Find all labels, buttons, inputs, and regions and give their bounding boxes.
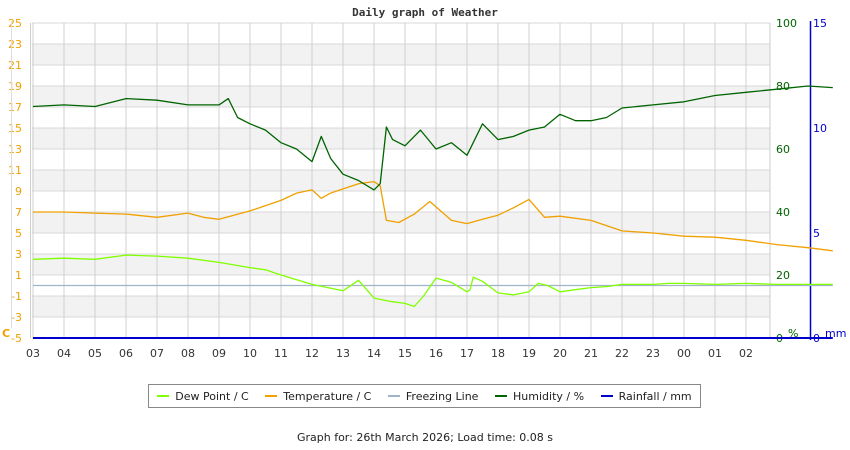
temperature-tick-label: 5 [15, 227, 22, 240]
legend-label: Temperature / C [283, 389, 372, 403]
time-tick-label: 21 [584, 347, 598, 360]
humidity-tick-label: 60 [776, 143, 790, 156]
series-lines [32, 85, 833, 339]
time-tick-label: 03 [26, 347, 40, 360]
grid-band [32, 254, 770, 275]
temperature-swatch-icon [265, 395, 278, 397]
dew-point-c-line [32, 254, 833, 308]
temperature-tick-label: 21 [8, 59, 22, 72]
footer-status: Graph for: 26th March 2026; Load time: 0… [296, 431, 554, 444]
temperature-unit-label: C [2, 327, 10, 340]
rainfall-tick-label: 5 [813, 227, 820, 240]
humidity-unit-label: % [788, 327, 798, 340]
time-tick-label: 11 [274, 347, 288, 360]
temperature-tick-label: 25 [8, 17, 22, 30]
time-tick-label: 07 [150, 347, 164, 360]
time-tick-label: 05 [88, 347, 102, 360]
temperature-tick-label: 11 [8, 164, 22, 177]
time-axis: 03 04 05 06 07 08 09 10 11 12 13 14 15 16 17 18 19 20 21 22… [26, 347, 753, 360]
temperature-tick-label: 15 [8, 122, 22, 135]
rainfall-unit-label: mm [825, 327, 846, 340]
temperature-tick-label: 1 [15, 269, 22, 282]
chart-title: Daily graph of Weather [352, 6, 498, 19]
legend-item-freezing-line: Freezing Line [387, 389, 479, 403]
temperature-tick-label: -3 [11, 311, 22, 324]
time-tick-label: 00 [677, 347, 691, 360]
legend: Dew Point / C Temperature / C Freezing L… [148, 384, 701, 408]
grid-band [32, 170, 770, 191]
time-tick-label: 13 [336, 347, 350, 360]
legend-item-humidity: Humidity / % [495, 390, 584, 403]
time-tick-label: 20 [553, 347, 567, 360]
time-tick-label: 23 [646, 347, 660, 360]
humidity-tick-label: 40 [776, 206, 790, 219]
humidity-tick-label: 100 [776, 17, 797, 30]
humidity-line [32, 85, 833, 191]
time-tick-label: 15 [398, 347, 412, 360]
dew-point-swatch-icon [157, 395, 170, 397]
grid-band [32, 212, 770, 233]
temperature-tick-label: 23 [8, 38, 22, 51]
grid-band [32, 86, 770, 107]
time-tick-label: 18 [491, 347, 505, 360]
time-tick-label: 02 [739, 347, 753, 360]
time-tick-label: 01 [708, 347, 722, 360]
time-tick-label: 06 [119, 347, 133, 360]
time-tick-label: 12 [305, 347, 319, 360]
time-tick-label: 10 [243, 347, 257, 360]
time-tick-label: 19 [522, 347, 536, 360]
time-tick-label: 14 [367, 347, 381, 360]
rainfall-swatch-icon [600, 395, 613, 397]
legend-label: Humidity / % [513, 389, 585, 403]
temperature-axis: 25 23 21 19 17 15 13 11 9 7 5 3 1 -1 -3 -5C [2, 17, 31, 345]
legend-label: Freezing Line [405, 389, 479, 403]
temperature-tick-label: 19 [8, 80, 22, 93]
legend-item-dew-point: Dew Point / C [157, 389, 249, 403]
temperature-tick-label: 7 [15, 206, 22, 219]
background-bands [32, 44, 770, 317]
temperature-c-line [33, 180, 833, 252]
temperature-tick-label: 9 [15, 185, 22, 198]
grid-band [32, 296, 770, 317]
time-tick-label: 17 [460, 347, 474, 360]
temperature-tick-label: -5 [11, 332, 22, 345]
legend-label: Rainfall / mm [618, 389, 692, 403]
temperature-tick-label: 3 [15, 248, 22, 261]
legend-item-temperature: Temperature / C [265, 390, 371, 403]
humidity-tick-label: 20 [776, 269, 790, 282]
humidity-swatch-icon [495, 395, 508, 397]
rainfall-tick-label: 15 [813, 17, 827, 30]
time-tick-label: 04 [57, 347, 71, 360]
legend-label: Dew Point / C [175, 389, 249, 403]
time-tick-label: 16 [429, 347, 443, 360]
legend-item-rainfall: Rainfall / mm [600, 389, 692, 403]
time-tick-label: 22 [615, 347, 629, 360]
grid-band [32, 44, 770, 65]
temperature-tick-label: -1 [11, 290, 22, 303]
rainfall-tick-label: 10 [813, 122, 827, 135]
freezing-line-swatch-icon [387, 395, 400, 397]
time-tick-label: 08 [181, 347, 195, 360]
temperature-tick-label: 17 [8, 101, 22, 114]
humidity-tick-label: 80 [776, 80, 790, 93]
grid-band [32, 128, 770, 149]
time-tick-label: 09 [212, 347, 226, 360]
temperature-tick-label: 13 [8, 143, 22, 156]
